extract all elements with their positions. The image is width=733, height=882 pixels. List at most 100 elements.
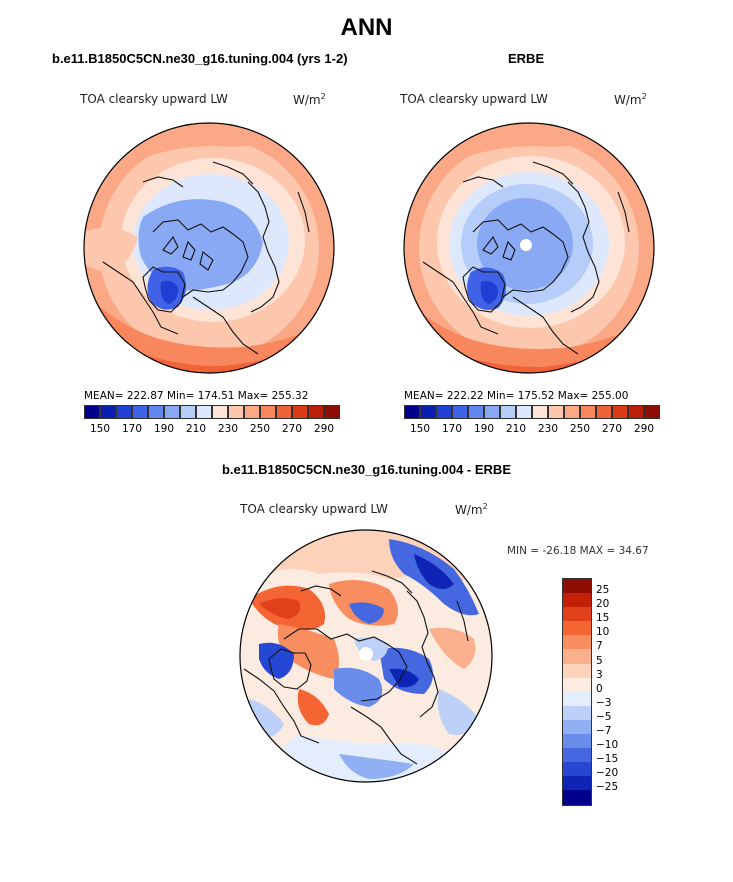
coastline: [162, 235, 179, 255]
coastline: [142, 176, 184, 188]
coastline: [532, 161, 574, 185]
diff-colorbar-labels: 25 20 15 10 7 5 3 0 −3 −5 −7 −10 −15 −20…: [596, 584, 636, 804]
colorbar-label: −20: [596, 767, 619, 780]
colorbar-box: [276, 405, 292, 419]
map-region: [297, 689, 329, 726]
panel1-stats: MEAN= 222.87 Min= 174.51 Max= 255.32: [84, 390, 309, 402]
colorbar-label: −3: [596, 696, 612, 709]
coastline: [247, 181, 280, 313]
colorbar-box: [212, 405, 228, 419]
colorbar-box: [180, 405, 196, 419]
map-region: [255, 156, 304, 201]
colorbar-label: 20: [596, 598, 610, 611]
coastline: [350, 706, 418, 765]
colorbar-box: [563, 790, 591, 805]
colorbar-box: [612, 405, 628, 419]
colorbar-label: −10: [596, 739, 619, 752]
coastline: [102, 261, 179, 335]
map-region: [339, 754, 414, 779]
panel2-colorbar: [404, 405, 660, 419]
colorbar-box: [563, 677, 591, 692]
colorbar-box: [436, 405, 452, 419]
colorbar-box: [324, 405, 340, 419]
colorbar-tick: 190: [473, 423, 495, 435]
colorbar-tick: 290: [313, 423, 335, 435]
map-region: [84, 123, 334, 202]
coastline: [142, 266, 186, 313]
coastline: [199, 251, 214, 271]
panel1-colorbar-ticks: 150 170 190 210 230 250 270 290: [80, 423, 336, 437]
colorbar-tick: 210: [505, 423, 527, 435]
colorbar-box: [563, 635, 591, 650]
panel2-units: W/m2: [614, 92, 647, 107]
map-region: [389, 668, 419, 688]
colorbar-tick: 230: [537, 423, 559, 435]
colorbar-box: [563, 691, 591, 706]
map-region: [354, 637, 389, 661]
colorbar-box: [228, 405, 244, 419]
colorbar-box: [564, 405, 580, 419]
colorbar-label: 25: [596, 584, 610, 596]
colorbar-tick: 170: [441, 423, 463, 435]
coastline: [512, 296, 579, 355]
map-region: [84, 292, 334, 373]
colorbar-box: [164, 405, 180, 419]
diff-minmax: MIN = -26.18 MAX = 34.67: [507, 545, 649, 557]
colorbar-box: [563, 705, 591, 720]
diff-map: [239, 529, 493, 783]
colorbar-label: −7: [596, 725, 612, 737]
coastline: [212, 161, 254, 185]
coastline: [617, 191, 630, 233]
pole-hole: [520, 239, 532, 251]
colorbar-tick: 270: [281, 423, 303, 435]
colorbar-box: [563, 663, 591, 678]
colorbar-box: [563, 593, 591, 608]
panel1-units: W/m2: [293, 92, 326, 107]
coastline: [268, 648, 312, 690]
coastline: [182, 240, 196, 261]
colorbar-box: [468, 405, 484, 419]
map-region: [84, 228, 138, 272]
colorbar-tick: 170: [121, 423, 143, 435]
colorbar-label: 5: [596, 654, 603, 667]
colorbar-label: 3: [596, 668, 603, 681]
colorbar-label: −5: [596, 710, 612, 723]
coastline: [482, 235, 499, 255]
colorbar-tick: 150: [409, 423, 431, 435]
panel2-variable: TOA clearsky upward LW: [400, 92, 548, 106]
colorbar-box: [308, 405, 324, 419]
map-region: [259, 642, 294, 679]
diff-colorbar: [562, 578, 592, 806]
colorbar-tick: 190: [153, 423, 175, 435]
colorbar-box: [132, 405, 148, 419]
colorbar-box: [563, 719, 591, 735]
map-region: [259, 598, 301, 619]
colorbar-box: [260, 405, 276, 419]
coastline: [371, 570, 413, 594]
colorbar-box: [148, 405, 164, 419]
colorbar-box: [404, 405, 420, 419]
colorbar-label: 0: [596, 682, 603, 695]
colorbar-tick: 270: [601, 423, 623, 435]
panel2-colorbar-ticks: 150 170 190 210 230 250 270 290: [400, 423, 656, 437]
coastline: [502, 240, 516, 261]
colorbar-box: [548, 405, 564, 419]
colorbar-box: [116, 405, 132, 419]
panel2-stats: MEAN= 222.22 Min= 175.52 Max= 255.00: [404, 390, 629, 402]
panel2-title: ERBE: [508, 51, 545, 66]
colorbar-box: [580, 405, 596, 419]
coastline: [462, 176, 504, 188]
diff-panel-title: b.e11.B1850C5CN.ne30_g16.tuning.004 - ER…: [221, 462, 511, 477]
colorbar-tick: 250: [249, 423, 271, 435]
colorbar-box: [196, 405, 212, 419]
colorbar-box: [563, 762, 591, 777]
coastline: [243, 668, 320, 744]
diff-variable: TOA clearsky upward LW: [240, 502, 388, 516]
coastline: [300, 585, 342, 597]
coastline: [283, 628, 408, 702]
colorbar-box: [596, 405, 612, 419]
map-region: [404, 123, 654, 202]
colorbar-tick: 290: [633, 423, 655, 435]
map-region: [404, 297, 654, 373]
colorbar-box: [644, 405, 660, 419]
